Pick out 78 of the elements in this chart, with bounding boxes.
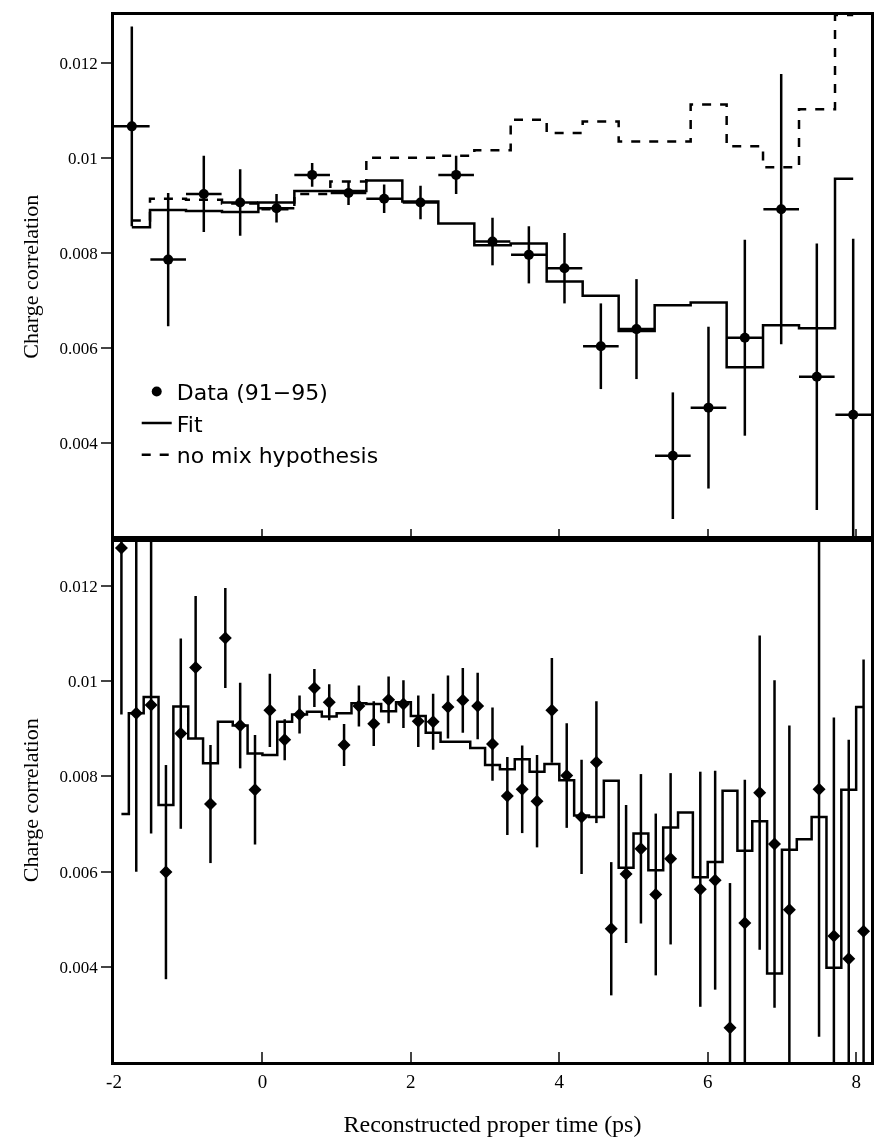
point	[703, 402, 714, 413]
point	[739, 332, 750, 343]
point	[426, 715, 440, 729]
y-tick-label: 0.006	[59, 339, 98, 359]
point	[441, 700, 455, 714]
point	[218, 631, 232, 645]
point	[451, 169, 462, 180]
x-tick-label: -2	[106, 1070, 122, 1092]
point	[842, 952, 856, 966]
point	[114, 541, 128, 555]
y-tick-label: 0.008	[59, 767, 98, 787]
point	[456, 693, 470, 707]
point	[523, 249, 534, 260]
y-tick-label: 0.004	[59, 957, 99, 977]
point	[619, 867, 633, 881]
point	[307, 169, 318, 180]
point	[248, 783, 262, 797]
y-tick-label: 0.01	[68, 672, 98, 692]
point	[753, 786, 767, 800]
point	[595, 341, 606, 352]
point	[589, 755, 603, 769]
point	[559, 263, 570, 274]
point	[163, 254, 174, 265]
point	[812, 782, 826, 796]
point	[500, 789, 514, 803]
y-tick-label: 0.008	[59, 243, 98, 263]
legend-label: no mix hypothesis	[176, 443, 379, 469]
point	[649, 887, 663, 901]
point	[278, 733, 292, 747]
point	[337, 738, 351, 752]
point	[768, 837, 782, 851]
point	[367, 717, 381, 731]
legend-label: Fit	[176, 411, 203, 437]
point	[723, 1021, 737, 1035]
point	[782, 903, 796, 917]
point	[189, 660, 203, 674]
y-tick-label: 0.012	[59, 577, 98, 597]
point	[664, 852, 678, 866]
y-tick-label: 0.006	[59, 862, 98, 882]
point	[515, 782, 529, 796]
x-tick-label: 8	[851, 1070, 861, 1092]
x-tick-label: 2	[406, 1070, 416, 1092]
y-tick-label: 0.012	[59, 53, 98, 73]
point	[159, 865, 173, 879]
point	[471, 699, 485, 713]
point	[634, 842, 648, 856]
y-axis-title: Charge correlation	[18, 194, 44, 359]
point	[667, 450, 678, 461]
legend-label: Data (91−95)	[176, 380, 328, 406]
point	[486, 737, 499, 751]
point	[307, 681, 321, 695]
y-tick-label: 0.01	[68, 148, 98, 168]
point	[379, 193, 390, 204]
point	[848, 409, 859, 420]
point	[604, 922, 618, 936]
point	[198, 188, 209, 199]
x-axis-title: Reconstructed proper time (ps)	[343, 1110, 642, 1137]
point	[126, 121, 137, 132]
x-tick-label: 0	[257, 1070, 268, 1092]
point	[857, 924, 871, 938]
point	[144, 698, 158, 712]
x-tick-label: 6	[702, 1070, 713, 1092]
point	[693, 882, 707, 896]
point	[382, 693, 396, 707]
point	[203, 797, 217, 811]
point	[322, 695, 336, 709]
point	[263, 703, 277, 717]
y-axis-title: Charge correlation	[18, 718, 44, 883]
point	[776, 204, 787, 215]
point	[174, 727, 188, 741]
point	[827, 929, 841, 943]
point	[738, 916, 752, 930]
point	[708, 873, 722, 887]
point	[530, 794, 544, 808]
point	[545, 703, 559, 717]
x-tick-label: 4	[554, 1070, 565, 1092]
point	[811, 371, 822, 382]
y-tick-label: 0.004	[59, 434, 99, 454]
